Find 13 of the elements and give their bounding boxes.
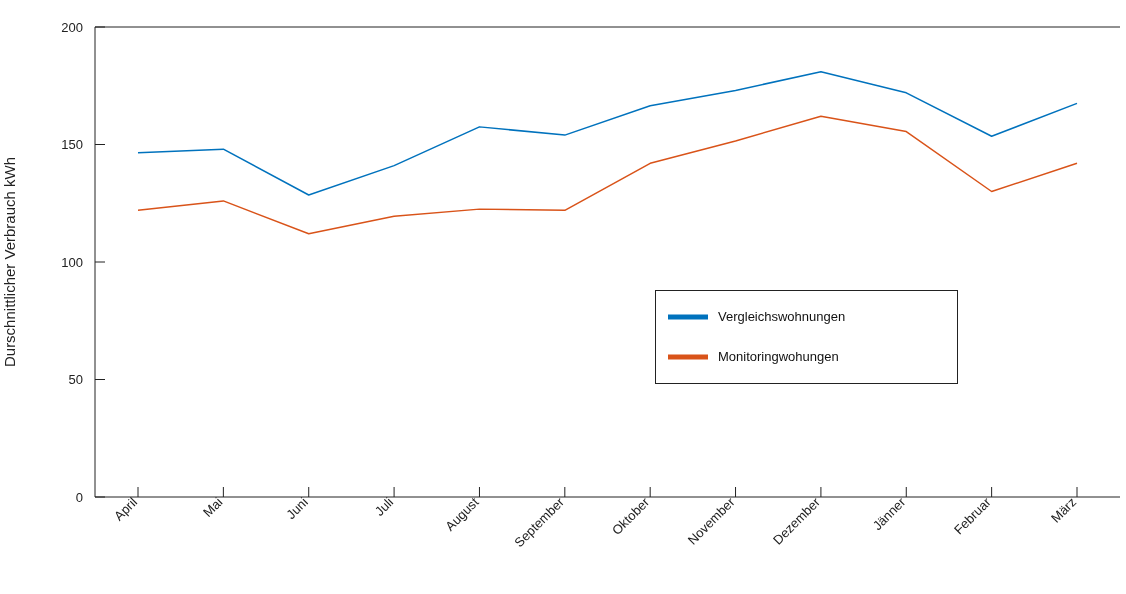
legend-label: Vergleichswohnungen [718, 309, 846, 325]
y-tick-label: 100 [61, 254, 83, 270]
line-series [137, 115, 1078, 235]
x-tick-label: Juli [371, 494, 397, 519]
y-axis-title: Durschnittlicher Verbrauch kWh [1, 156, 19, 368]
x-tick-label: Juni [283, 494, 311, 522]
line-series [137, 70, 1078, 196]
legend-label: Monitoringwohungen [718, 349, 839, 365]
y-tick-label: 0 [75, 489, 83, 505]
y-tick-label: 150 [61, 137, 83, 153]
x-tick-label: Mai [200, 494, 226, 520]
y-tick-label: 200 [61, 19, 83, 35]
y-tick-label: 50 [68, 372, 83, 388]
